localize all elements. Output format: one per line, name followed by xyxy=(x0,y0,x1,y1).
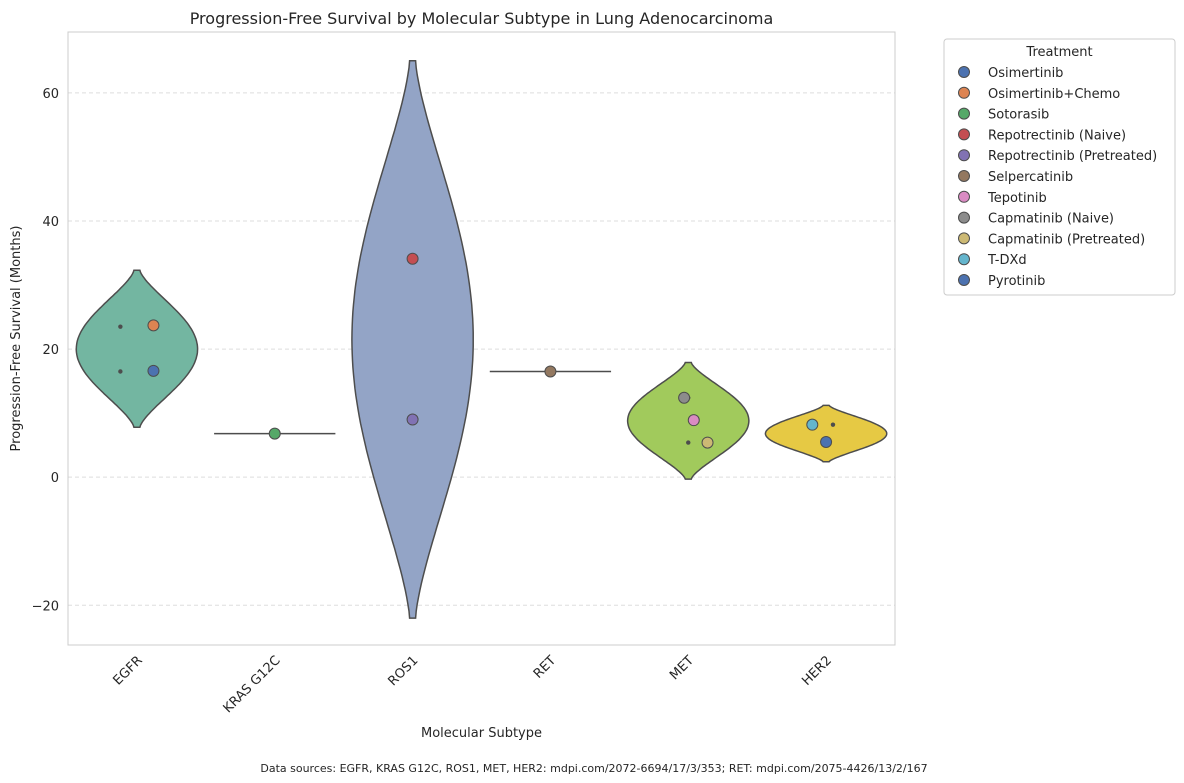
legend-marker xyxy=(958,66,970,78)
x-tick-label: HER2 xyxy=(799,653,835,689)
point-layer xyxy=(118,252,836,449)
treatment-point xyxy=(544,365,557,378)
x-tick-label: KRAS G12C xyxy=(221,653,284,716)
legend: Treatment Osimertinib Osimertinib+Chemo So… xyxy=(943,38,1176,296)
x-tick-label: MET xyxy=(667,653,697,683)
legend-entries: Osimertinib Osimertinib+Chemo Sotorasib Rep… xyxy=(958,66,1157,289)
legend-marker xyxy=(958,128,970,141)
treatment-point xyxy=(268,427,281,440)
treatment-point xyxy=(687,414,700,427)
x-tick-label: ROS1 xyxy=(385,653,421,689)
violin-body xyxy=(764,404,888,463)
x-tick-label: EGFR xyxy=(111,653,146,688)
y-tick-label: 40 xyxy=(42,215,59,230)
y-tick-label: 20 xyxy=(42,343,59,358)
y-tick-label: −20 xyxy=(32,599,59,614)
source-note: Data sources: EGFR, KRAS G12C, ROS1, MET… xyxy=(260,762,927,775)
inner-dot xyxy=(830,422,836,427)
legend-label: T-DXd xyxy=(987,253,1027,268)
legend-label: Sotorasib xyxy=(988,108,1049,123)
legend-label: Osimertinib+Chemo xyxy=(988,87,1120,102)
violin-body xyxy=(75,269,199,428)
x-tick-label: RET xyxy=(531,653,559,681)
legend-frame xyxy=(943,38,1176,296)
legend-label: Capmatinib (Pretreated) xyxy=(988,232,1145,247)
legend-marker xyxy=(958,232,970,245)
treatment-point xyxy=(406,252,419,265)
treatment-point xyxy=(820,435,833,448)
legend-marker xyxy=(958,86,970,99)
legend-marker xyxy=(958,211,970,224)
legend-marker xyxy=(958,190,970,203)
violin-body xyxy=(351,60,474,619)
legend-label: Repotrectinib (Naive) xyxy=(988,128,1126,143)
legend-marker xyxy=(958,274,970,286)
inner-dot xyxy=(686,440,691,445)
y-tick-label: 60 xyxy=(42,87,59,102)
legend-label: Osimertinib xyxy=(988,66,1063,81)
treatment-point xyxy=(678,391,691,404)
violin-layer xyxy=(75,60,888,619)
legend-marker xyxy=(958,149,970,162)
inner-dot xyxy=(118,324,123,329)
legend-label: Repotrectinib (Pretreated) xyxy=(988,149,1157,164)
legend-title: Treatment xyxy=(1025,45,1092,60)
legend-label: Pyrotinib xyxy=(988,274,1045,289)
chart-title: Progression-Free Survival by Molecular S… xyxy=(190,9,774,28)
legend-marker xyxy=(958,253,970,266)
legend-label: Capmatinib (Naive) xyxy=(988,212,1114,227)
legend-marker xyxy=(958,107,970,120)
inner-dot xyxy=(118,369,123,374)
treatment-point xyxy=(147,319,160,332)
y-tick-label: 0 xyxy=(51,471,59,486)
y-axis-title: Progression-Free Survival (Months) xyxy=(9,226,24,452)
treatment-point xyxy=(701,436,714,449)
plot-frame xyxy=(67,31,896,646)
grid-layer xyxy=(68,92,895,606)
treatment-point xyxy=(806,418,819,431)
legend-marker xyxy=(958,170,970,182)
treatment-point xyxy=(406,413,419,426)
legend-label: Selpercatinib xyxy=(988,170,1073,185)
legend-label: Tepotinib xyxy=(987,191,1047,206)
x-axis-title: Molecular Subtype xyxy=(421,726,542,741)
treatment-point xyxy=(147,364,160,377)
